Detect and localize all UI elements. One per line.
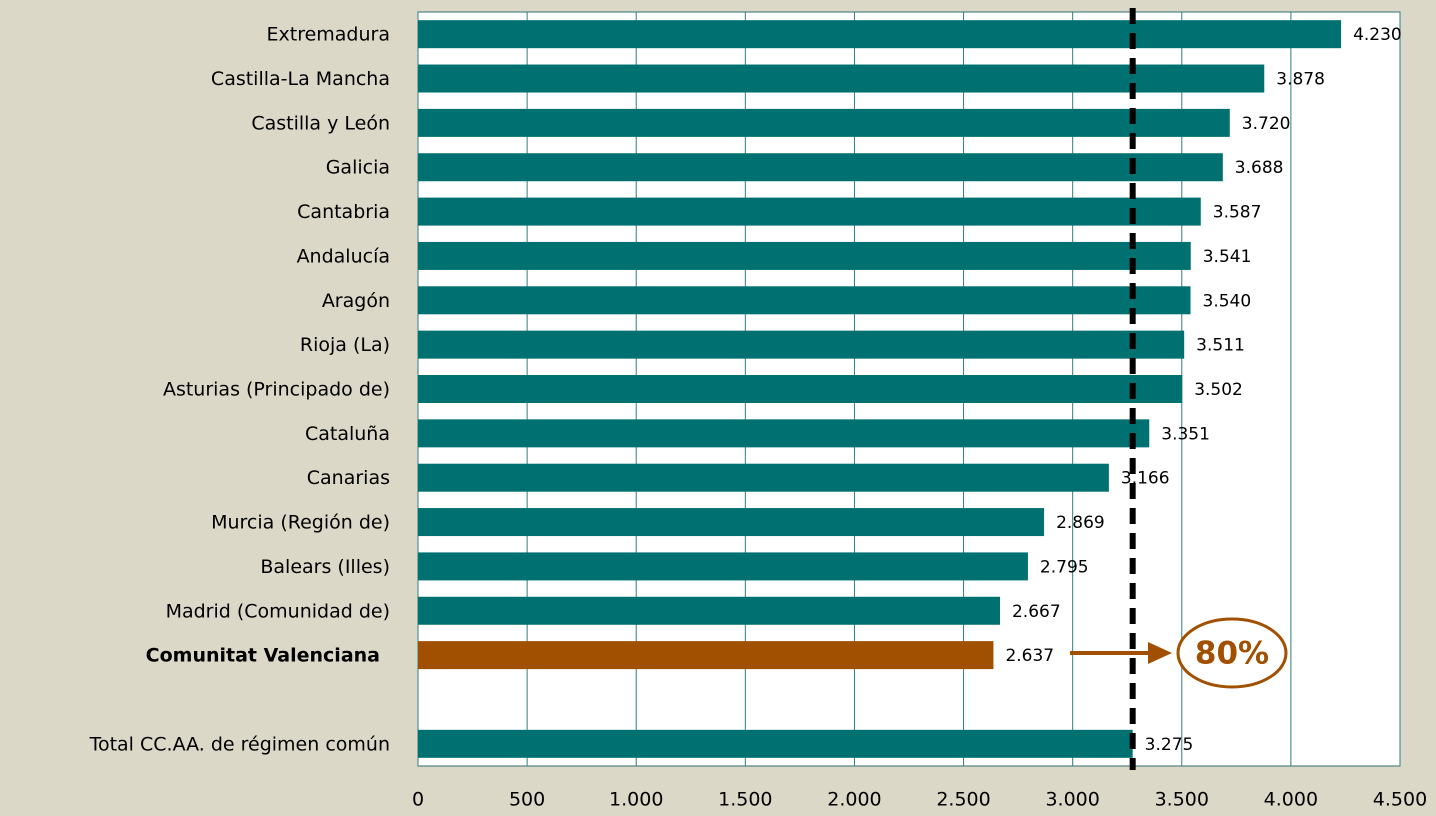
y-tick-label: Murcia (Región de): [211, 512, 390, 534]
value-label: 2.637: [1005, 646, 1054, 666]
bar: [418, 508, 1045, 537]
annotation: 80%: [1195, 636, 1269, 672]
y-tick-label: Castilla y León: [251, 112, 390, 134]
y-tick-label: Total CC.AA. de régimen común: [89, 733, 390, 755]
bar: [418, 463, 1109, 492]
bar: [418, 64, 1265, 93]
value-label: 2.667: [1012, 602, 1061, 622]
bar: [418, 729, 1133, 758]
y-tick-label: Rioja (La): [300, 334, 390, 356]
x-tick-label: 1.000: [609, 789, 663, 811]
value-label: 3.502: [1194, 380, 1243, 400]
bar: [418, 641, 994, 670]
bar: [418, 375, 1183, 403]
y-tick-label: Galicia: [326, 157, 390, 179]
y-tick-label: Comunitat Valenciana: [146, 645, 380, 667]
bar: [418, 286, 1191, 315]
value-label: 2.869: [1056, 513, 1105, 533]
value-label: 3.540: [1203, 291, 1252, 311]
value-label: 3.351: [1161, 424, 1210, 444]
value-label: 2.795: [1040, 557, 1089, 577]
bar: [418, 419, 1150, 448]
x-tick-label: 0: [412, 789, 424, 811]
y-tick-label: Extremadura: [267, 24, 391, 46]
bar: [418, 153, 1223, 182]
y-tick-label: Canarias: [307, 467, 390, 489]
y-tick-label: Madrid (Comunidad de): [166, 600, 390, 622]
y-tick-label: Andalucía: [297, 245, 390, 267]
x-tick-label: 4.500: [1373, 789, 1427, 811]
value-label: 3.587: [1213, 203, 1262, 223]
x-tick-label: 500: [509, 789, 545, 811]
value-label: 3.166: [1121, 469, 1170, 489]
value-label: 3.720: [1242, 114, 1291, 134]
bar: [418, 20, 1342, 49]
x-tick-label: 2.000: [827, 789, 881, 811]
bar: [418, 241, 1191, 270]
bar: [418, 108, 1230, 137]
bar: [418, 596, 1000, 625]
value-label: 3.688: [1235, 158, 1284, 178]
x-tick-label: 3.500: [1155, 789, 1209, 811]
value-label: 3.275: [1145, 735, 1194, 755]
x-tick-label: 3.000: [1045, 789, 1099, 811]
bar: [418, 552, 1028, 581]
value-label: 4.230: [1353, 25, 1402, 45]
bar: [418, 330, 1185, 359]
y-tick-label: Balears (Illes): [260, 556, 390, 578]
y-tick-label: Castilla-La Mancha: [211, 68, 390, 90]
y-tick-label: Cantabria: [297, 201, 390, 223]
x-tick-label: 2.500: [936, 789, 990, 811]
y-tick-label: Aragón: [322, 290, 390, 312]
value-label: 3.511: [1196, 336, 1245, 356]
annotation-circle: [1176, 617, 1288, 689]
x-tick-label: 4.000: [1264, 789, 1318, 811]
value-label: 3.878: [1276, 70, 1325, 90]
value-label: 3.541: [1203, 247, 1252, 267]
x-tick-label: 1.500: [718, 789, 772, 811]
y-tick-label: Cataluña: [305, 423, 390, 445]
y-tick-label: Asturias (Principado de): [163, 379, 390, 401]
bar: [418, 197, 1201, 226]
arrow-head: [1148, 642, 1172, 664]
